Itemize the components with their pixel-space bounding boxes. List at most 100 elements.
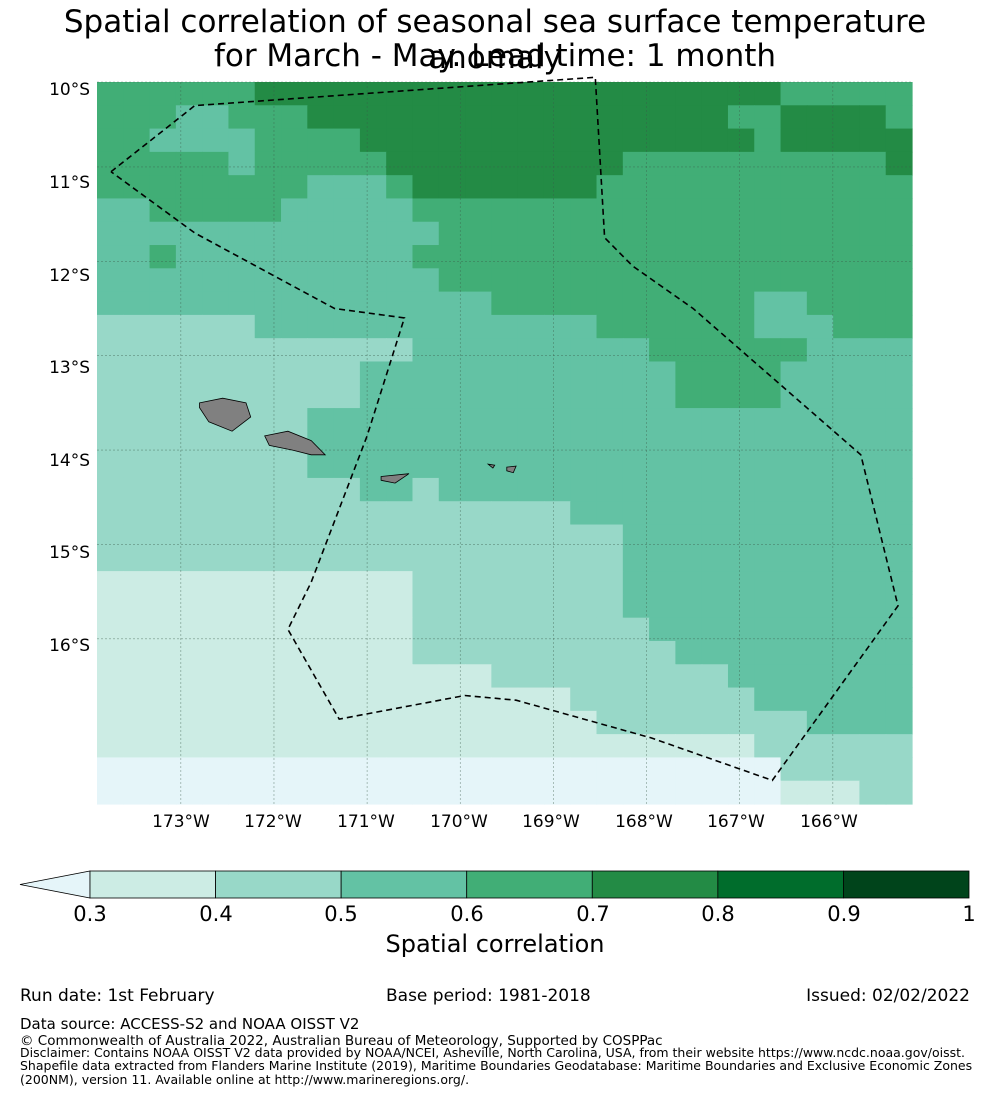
grid-cell	[281, 338, 308, 363]
grid-cell	[386, 501, 414, 526]
grid-cell	[307, 594, 335, 619]
grid-cell	[859, 477, 887, 502]
grid-cell	[675, 431, 703, 456]
grid-cell	[149, 291, 177, 316]
grid-cell	[543, 128, 571, 153]
grid-cell	[780, 780, 808, 805]
grid-cell	[570, 780, 598, 805]
grid-cell	[596, 477, 624, 502]
grid-cell	[570, 338, 598, 363]
grid-cell	[570, 151, 598, 176]
grid-cell	[491, 524, 519, 549]
grid-cell	[359, 338, 387, 363]
grid-cell	[386, 198, 414, 223]
grid-cell	[359, 594, 387, 619]
grid-cell	[97, 594, 124, 619]
grid-cell	[833, 105, 861, 130]
grid-cell	[202, 82, 230, 106]
grid-cell	[333, 571, 361, 595]
grid-cell	[570, 291, 598, 316]
grid-cell	[806, 547, 834, 572]
grid-cell	[412, 245, 440, 269]
grid-cell	[149, 664, 177, 689]
grid-cell	[307, 734, 335, 759]
grid-cell	[123, 734, 151, 759]
grid-cell	[333, 128, 361, 153]
grid-cell	[281, 245, 308, 269]
grid-cell	[307, 291, 335, 316]
grid-cell	[97, 640, 124, 665]
grid-cell	[806, 780, 834, 805]
grid-cell	[97, 687, 124, 712]
grid-cell	[596, 664, 624, 689]
grid-cell	[727, 431, 755, 456]
grid-cell	[491, 105, 519, 130]
grid-cell	[543, 291, 571, 316]
grid-cell	[254, 594, 282, 619]
grid-cell	[412, 384, 440, 409]
grid-cell	[465, 128, 492, 153]
grid-cell	[281, 128, 308, 153]
grid-cell	[543, 82, 571, 106]
grid-cell	[359, 431, 387, 456]
grid-cell	[780, 431, 808, 456]
grid-cell	[727, 268, 755, 293]
grid-cell	[175, 361, 203, 386]
grid-cell	[701, 734, 729, 759]
grid-cell	[202, 291, 230, 316]
grid-cell	[806, 524, 834, 549]
grid-cell	[622, 175, 650, 200]
grid-cell	[701, 361, 729, 386]
grid-cell	[359, 710, 387, 735]
grid-cell	[780, 640, 808, 665]
grid-cell	[412, 594, 440, 619]
grid-cell	[727, 245, 755, 269]
grid-cell	[701, 128, 729, 153]
grid-cell	[97, 710, 124, 735]
grid-cell	[359, 477, 387, 502]
grid-cell	[780, 547, 808, 572]
grid-cell	[97, 501, 124, 526]
grid-cell	[885, 547, 913, 572]
grid-cell	[570, 245, 598, 269]
grid-cell	[622, 734, 650, 759]
grid-cell	[727, 175, 755, 200]
grid-cell	[202, 175, 230, 200]
grid-cell	[649, 710, 676, 735]
grid-cell	[175, 617, 203, 642]
grid-cell	[675, 408, 703, 432]
graticule	[97, 81, 912, 804]
grid-cell	[281, 454, 308, 479]
grid-cell	[307, 408, 335, 432]
base-period: Base period: 1981-2018	[386, 986, 591, 1006]
grid-cell	[754, 594, 782, 619]
grid-cell	[727, 105, 755, 130]
grid-cell	[885, 571, 913, 595]
grid-cell	[228, 268, 256, 293]
grid-cell	[97, 221, 124, 246]
grid-cell	[570, 571, 598, 595]
grid-cell	[543, 245, 571, 269]
grid-cell	[727, 524, 755, 549]
grid-cell	[97, 175, 124, 200]
grid-cell	[701, 82, 729, 106]
grid-cell	[701, 664, 729, 689]
grid-cell	[543, 361, 571, 386]
grid-cell	[333, 221, 361, 246]
grid-cell	[833, 384, 861, 409]
grid-cell	[727, 594, 755, 619]
grid-cell	[254, 245, 282, 269]
grid-cell	[307, 105, 335, 130]
grid-cell	[622, 128, 650, 153]
colorbar-segment	[89, 870, 216, 899]
grid-cell	[833, 734, 861, 759]
grid-cell	[701, 617, 729, 642]
grid-cell	[307, 245, 335, 269]
grid-cell	[859, 757, 887, 782]
grid-cell	[780, 408, 808, 432]
grid-cell	[701, 245, 729, 269]
land-masses	[199, 397, 517, 484]
grid-cell	[517, 571, 545, 595]
grid-cell	[543, 198, 571, 223]
grid-cell	[675, 547, 703, 572]
